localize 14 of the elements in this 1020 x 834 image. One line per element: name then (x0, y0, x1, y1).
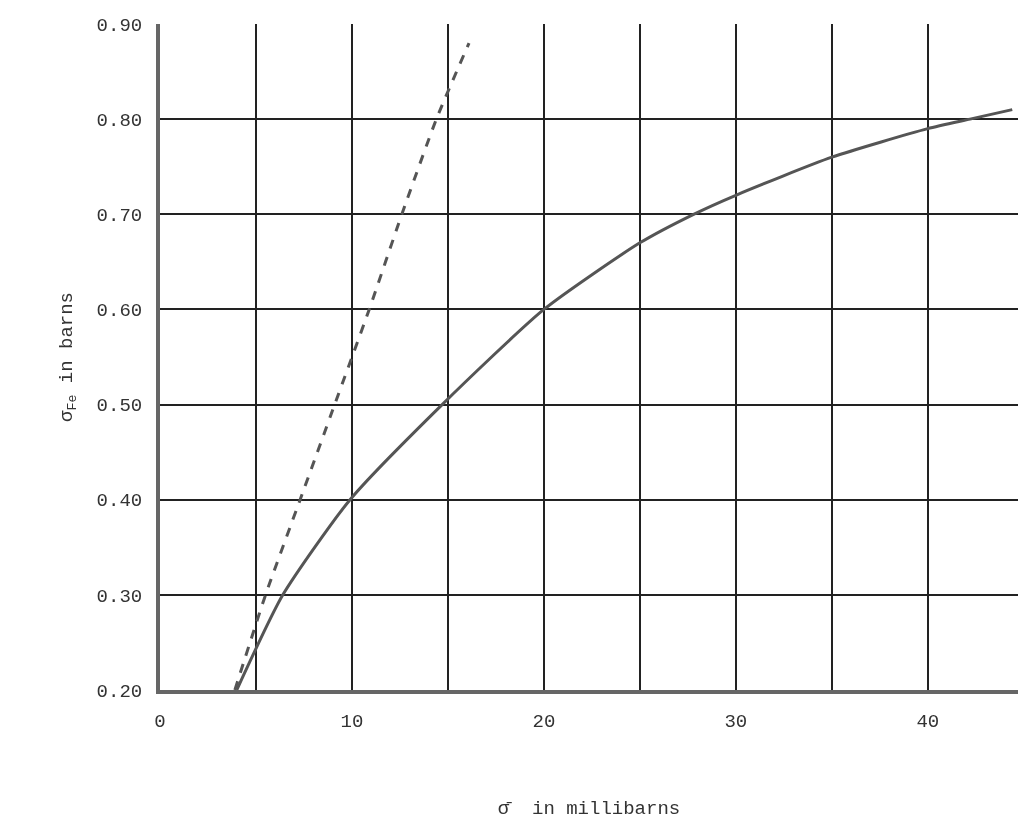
y-tick-label: 0.30 (96, 585, 143, 608)
x-tick-label: 10 (340, 710, 364, 733)
y-tick-label: 0.60 (96, 300, 143, 323)
y-tick-label: 0.90 (96, 14, 143, 37)
x-axis-title: σ̄ in millibarns (497, 798, 681, 821)
y-tick-label: 0.20 (96, 680, 143, 703)
x-tick-label: 30 (724, 710, 748, 733)
y-tick-label: 0.80 (96, 109, 143, 132)
y-tick-label: 0.40 (96, 490, 143, 513)
y-tick-label: 0.70 (96, 204, 143, 227)
x-tick-label: 20 (532, 710, 556, 733)
x-tick-label: 40 (916, 710, 940, 733)
x-tick-label: 0 (154, 710, 166, 733)
y-tick-label: 0.50 (96, 395, 143, 418)
